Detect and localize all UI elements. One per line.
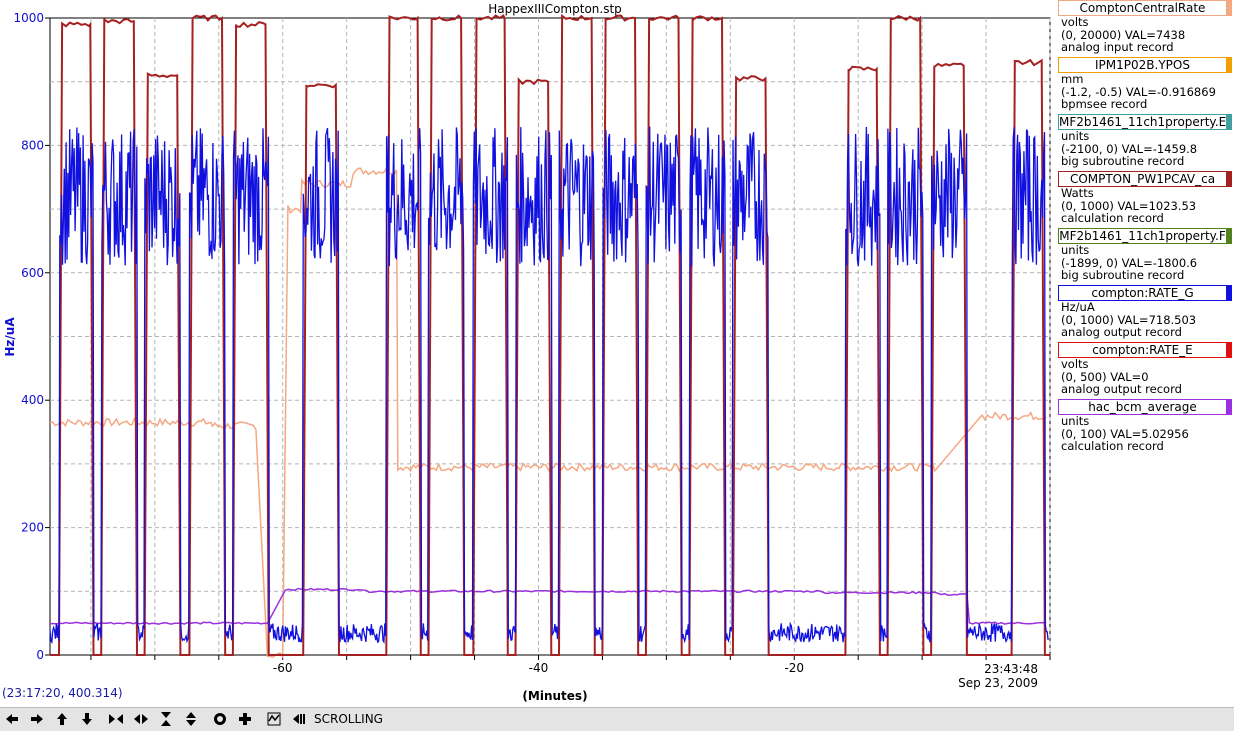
- legend-entry-name[interactable]: compton:RATE_G: [1058, 285, 1232, 301]
- legend-entry-record: big subroutine record: [1061, 268, 1185, 282]
- toolbar: SCROLLING: [0, 707, 1234, 731]
- zoom-in-horizontal-icon: [109, 714, 123, 724]
- latest-date: Sep 23, 2009: [958, 676, 1038, 690]
- auto-scale-button[interactable]: [264, 710, 284, 728]
- zoom-in-vertical-button[interactable]: [156, 710, 176, 728]
- legend-entry-range: (-2100, 0) VAL=-1459.8: [1061, 141, 1198, 156]
- legend-entry-name[interactable]: IPM1P02B.YPOS: [1058, 57, 1232, 73]
- y-tick-label: 800: [21, 138, 44, 152]
- mode-label: SCROLLING: [314, 712, 383, 726]
- legend-entry-name[interactable]: ComptonCentralRate: [1058, 0, 1232, 16]
- legend-entry-unit: Hz/uA: [1061, 300, 1095, 314]
- legend-entry[interactable]: hac_bcm_average units (0, 100) VAL=5.02956…: [1058, 399, 1234, 456]
- legend-entry-name[interactable]: hac_bcm_average: [1058, 399, 1232, 415]
- series-layer: [49, 13, 1050, 660]
- arrow-down-icon: [82, 713, 92, 725]
- arrow-left-icon: [6, 714, 18, 724]
- go-to-latest-button[interactable]: [289, 710, 309, 728]
- legend-entry[interactable]: MF2b1461_11ch1property.F units (-1899, 0) …: [1058, 228, 1234, 285]
- legend-entry-record: calculation record: [1061, 211, 1164, 225]
- legend-entry[interactable]: compton:RATE_G Hz/uA (0, 1000) VAL=718.503…: [1058, 285, 1234, 342]
- zoom-out-horizontal-icon: [134, 714, 148, 724]
- legend-entry-unit: mm: [1061, 72, 1084, 86]
- legend-entry[interactable]: ComptonCentralRate volts (0, 20000) VAL=74…: [1058, 0, 1234, 57]
- y-tick-label: 400: [21, 393, 44, 407]
- legend-entry-record: analog output record: [1061, 382, 1182, 396]
- legend-entry[interactable]: compton:RATE_E volts (0, 500) VAL=0 analog …: [1058, 342, 1234, 399]
- legend-entry-record: bpmsee record: [1061, 97, 1148, 111]
- legend-entry-unit: units: [1061, 129, 1090, 143]
- legend-entry-name[interactable]: MF2b1461_11ch1property.F: [1058, 228, 1232, 244]
- y-tick-label: 1000: [13, 11, 44, 25]
- legend-entry-range: (-1899, 0) VAL=-1800.6: [1061, 255, 1198, 270]
- arrow-right-button[interactable]: [27, 710, 47, 728]
- legend: ComptonCentralRate volts (0, 20000) VAL=74…: [1058, 0, 1234, 456]
- axis-ticks: -60 -40 -20 0 200 400 600 800 1000: [13, 11, 1051, 675]
- zoom-out-vertical-button[interactable]: [181, 710, 201, 728]
- legend-entry-record: analog input record: [1061, 40, 1174, 54]
- legend-entry-range: (0, 500) VAL=0: [1061, 369, 1149, 384]
- legend-entry-range: (0, 1000) VAL=718.503: [1061, 312, 1197, 327]
- strip-chart-plot[interactable]: -60 -40 -20 0 200 400 600 800 1000: [0, 0, 1234, 706]
- y-tick-label: 200: [21, 521, 44, 535]
- zoom-in-vertical-icon: [161, 712, 171, 726]
- legend-entry-range: (-1.2, -0.5) VAL=-0.916869: [1061, 84, 1216, 99]
- legend-entry[interactable]: IPM1P02B.YPOS mm (-1.2, -0.5) VAL=-0.91686…: [1058, 57, 1234, 114]
- legend-entry-name[interactable]: COMPTON_PW1PCAV_ca: [1058, 171, 1232, 187]
- zoom-out-vertical-icon: [186, 712, 196, 726]
- series-compton-rate-g: [49, 126, 1049, 645]
- go-to-latest-icon: [293, 714, 305, 724]
- legend-entry-unit: units: [1061, 243, 1090, 257]
- legend-entry-name[interactable]: compton:RATE_E: [1058, 342, 1232, 358]
- cursor-readout: (23:17:20, 400.314): [2, 686, 123, 700]
- arrow-right-icon: [31, 714, 43, 724]
- add-button[interactable]: [235, 710, 255, 728]
- legend-entry-unit: volts: [1061, 357, 1089, 371]
- legend-entry[interactable]: MF2b1461_11ch1property.E units (-2100, 0) …: [1058, 114, 1234, 171]
- arrow-left-button[interactable]: [2, 710, 22, 728]
- legend-entry-unit: Watts: [1061, 186, 1094, 200]
- y-tick-label: 600: [21, 266, 44, 280]
- legend-entry-unit: volts: [1061, 15, 1089, 29]
- arrow-down-button[interactable]: [77, 710, 97, 728]
- legend-entry-record: calculation record: [1061, 439, 1164, 453]
- x-axis-label: (Minutes): [522, 689, 588, 703]
- zoom-in-horizontal-button[interactable]: [106, 710, 126, 728]
- y-axis-label: Hz/uA: [3, 317, 17, 357]
- add-icon: [239, 713, 251, 725]
- legend-entry-name[interactable]: MF2b1461_11ch1property.E: [1058, 114, 1232, 130]
- x-tick-label: -20: [784, 661, 804, 675]
- y-tick-label: 0: [36, 648, 44, 662]
- legend-entry-record: analog output record: [1061, 325, 1182, 339]
- chart-title: HappexIIICompton.stp: [488, 2, 622, 16]
- x-tick-label: -60: [273, 661, 293, 675]
- record-button[interactable]: [210, 710, 230, 728]
- legend-entry-unit: units: [1061, 414, 1090, 428]
- series-compton-pw1pcav: [50, 13, 1050, 656]
- zoom-out-horizontal-button[interactable]: [131, 710, 151, 728]
- legend-entry-record: big subroutine record: [1061, 154, 1185, 168]
- latest-time: 23:43:48: [984, 662, 1038, 676]
- legend-entry-range: (0, 20000) VAL=7438: [1061, 27, 1186, 42]
- auto-scale-icon: [267, 712, 281, 726]
- legend-entry[interactable]: COMPTON_PW1PCAV_ca Watts (0, 1000) VAL=102…: [1058, 171, 1234, 228]
- legend-entry-range: (0, 1000) VAL=1023.53: [1061, 198, 1197, 213]
- x-tick-label: -40: [529, 661, 549, 675]
- record-icon: [214, 713, 226, 725]
- arrow-up-button[interactable]: [52, 710, 72, 728]
- arrow-up-icon: [57, 713, 67, 725]
- latest-timestamp: 23:43:48 Sep 23, 2009: [940, 662, 1038, 690]
- legend-entry-range: (0, 100) VAL=5.02956: [1061, 426, 1189, 441]
